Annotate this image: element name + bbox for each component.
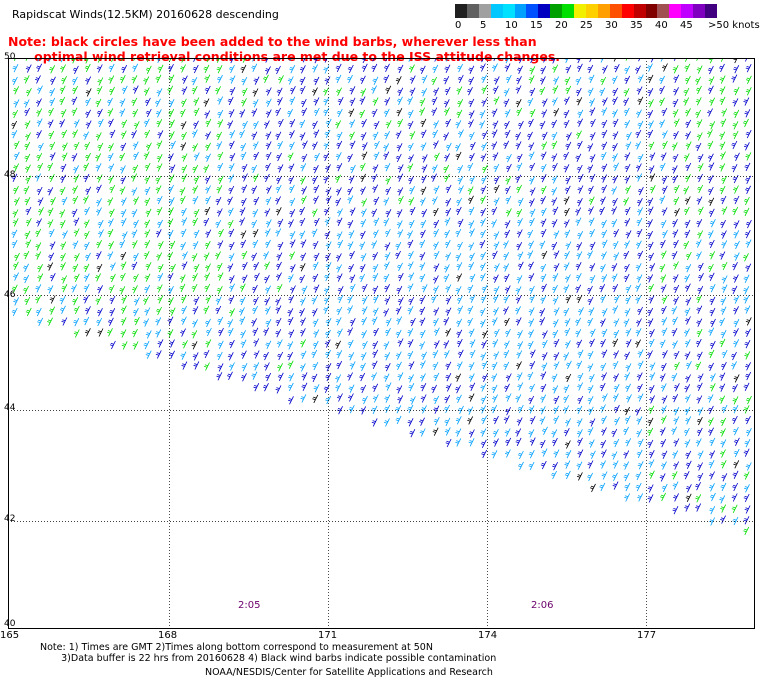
credit-line: NOAA/NESDIS/Center for Satellite Applica… [205, 667, 493, 678]
barbs-15-knots [11, 58, 752, 526]
legend-labels: 0 5 10 15 20 25 30 35 40 45 >50 knots [455, 20, 760, 34]
map-title: Rapidscat Winds(12.5KM) 20160628 descend… [12, 8, 279, 21]
footnote: Note: 1) Times are GMT 2)Times along bot… [40, 642, 496, 664]
legend-swatch [597, 4, 610, 18]
lat-label: 46 [4, 290, 16, 300]
legend-swatch [669, 4, 682, 18]
legend-swatch [466, 4, 479, 18]
legend-swatch [693, 4, 706, 18]
lon-label: 171 [318, 630, 338, 641]
legend-label: 35 [630, 20, 643, 31]
lat-label: 50 [4, 52, 16, 62]
contaminated-barbs [11, 58, 752, 502]
wind-barbs [11, 58, 752, 536]
footnote-line-1: Note: 1) Times are GMT 2)Times along bot… [40, 642, 433, 653]
legend-swatch [609, 4, 622, 18]
lat-label: 48 [4, 170, 16, 180]
barbs-20-knots [11, 58, 752, 536]
legend-swatch [550, 4, 563, 18]
legend-swatch [526, 4, 539, 18]
legend-swatch [705, 4, 717, 18]
legend-swatch [514, 4, 527, 18]
lon-label: 177 [637, 630, 657, 641]
legend-label: 40 [655, 20, 668, 31]
contamination-note: Note: black circles have been added to t… [8, 34, 560, 64]
lon-label: 168 [158, 630, 178, 641]
barbs-10-knots [11, 58, 752, 525]
legend-swatch [562, 4, 575, 18]
legend-swatch [645, 4, 658, 18]
legend-label: 20 [555, 20, 568, 31]
legend-swatch [478, 4, 491, 18]
map-frame [8, 58, 755, 629]
lat-label: 40 [4, 619, 16, 629]
legend-label: 15 [530, 20, 543, 31]
legend-swatch [585, 4, 598, 18]
legend-label: >50 knots [708, 20, 760, 31]
legend-label: 25 [580, 20, 593, 31]
legend-swatch [538, 4, 551, 18]
lat-label: 42 [4, 514, 16, 524]
legend-swatch [490, 4, 503, 18]
note-line-2: optimal wind retrieval conditions are me… [8, 49, 561, 64]
time-label: 2:06 [531, 600, 554, 611]
wind-barb-map [8, 58, 755, 629]
legend-label: 0 [455, 20, 462, 31]
legend-swatch [681, 4, 694, 18]
legend-label: 10 [505, 20, 518, 31]
lon-label: 165 [0, 630, 20, 641]
footnote-line-2: 3)Data buffer is 22 hrs from 20160628 4)… [40, 653, 497, 664]
legend-label: 45 [680, 20, 693, 31]
speed-color-legend [455, 4, 717, 18]
lat-lon-grid [8, 58, 755, 629]
legend-swatch [633, 4, 646, 18]
lon-label: 174 [478, 630, 498, 641]
legend-swatch [657, 4, 670, 18]
lat-label: 44 [4, 403, 16, 413]
note-line-1: Note: black circles have been added to t… [8, 34, 537, 49]
legend-swatch [621, 4, 634, 18]
legend-swatch [455, 4, 467, 18]
legend-swatch [574, 4, 586, 18]
legend-swatch [502, 4, 515, 18]
legend-label: 5 [480, 20, 487, 31]
time-label: 2:05 [238, 600, 261, 611]
legend-label: 30 [605, 20, 618, 31]
